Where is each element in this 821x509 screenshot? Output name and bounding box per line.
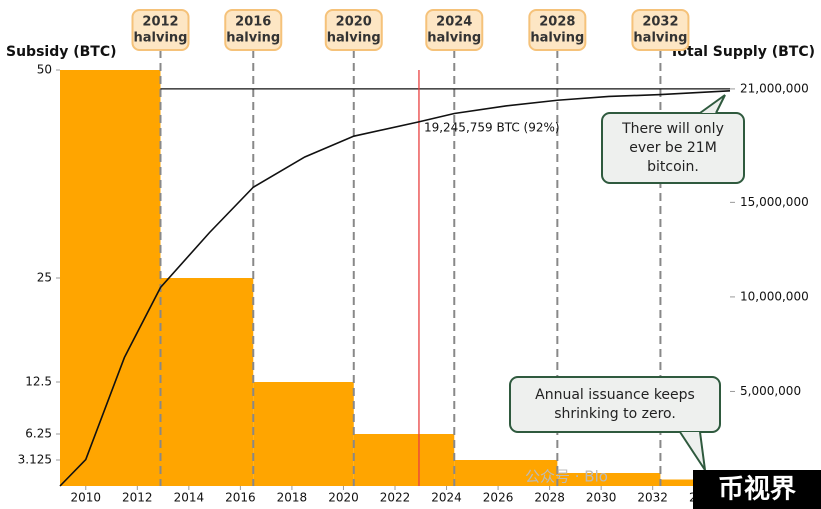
subsidy-bar <box>557 473 661 486</box>
y2-tick-label: 10,000,000 <box>740 289 809 303</box>
halving-text: halving <box>226 31 280 46</box>
halving-box <box>131 9 190 51</box>
y2-tick-label: 21,000,000 <box>740 81 809 95</box>
x-tick-label: 2030 <box>586 491 617 505</box>
halving-text: halving <box>327 31 381 46</box>
badge-text: 币视界 <box>718 475 796 505</box>
callout-tail <box>699 94 726 114</box>
x-tick-label: 2026 <box>483 491 514 505</box>
badge-box <box>693 470 821 509</box>
callout-text: shrinking to zero. <box>554 406 676 422</box>
halving-text: halving <box>633 31 687 46</box>
halving-box <box>528 9 587 51</box>
halving-year: 2012 <box>142 15 178 30</box>
halving-text: halving <box>530 31 584 46</box>
subsidy-bar <box>253 382 354 486</box>
callout-text: ever be 21M <box>629 140 717 156</box>
watermark: 公众号 · Blo <box>525 468 608 486</box>
halving-text: halving <box>427 31 481 46</box>
y-tick-label: 6.25 <box>25 427 52 441</box>
y-tick-label: 25 <box>37 271 52 285</box>
supply-line <box>59 90 731 487</box>
x-tick-label: 2028 <box>534 491 565 505</box>
y-tick-label: 50 <box>37 63 52 77</box>
x-tick-label: 2032 <box>637 491 668 505</box>
halving-year: 2032 <box>642 15 678 30</box>
x-tick-label: 2018 <box>277 491 308 505</box>
halving-box <box>631 9 690 51</box>
y-tick-label: 12.5 <box>25 375 52 389</box>
x-tick-label: 2022 <box>380 491 411 505</box>
x-tick-label: 2012 <box>122 491 153 505</box>
halving-year: 2028 <box>539 15 575 30</box>
subsidy-bar <box>353 434 455 486</box>
y-tick-label: 3.125 <box>18 453 52 467</box>
halving-year: 2024 <box>436 15 472 30</box>
y2-axis-title: Total Supply (BTC) <box>670 44 815 60</box>
callout-text: Annual issuance keeps <box>535 387 695 403</box>
halving-box <box>425 9 484 51</box>
halving-text: halving <box>134 31 188 46</box>
y2-tick-label: 5,000,000 <box>740 384 801 398</box>
halving-year: 2020 <box>336 15 372 30</box>
x-tick-label: 2020 <box>328 491 359 505</box>
x-tick-label: 2024 <box>431 491 462 505</box>
current-label: 19,245,759 BTC (92%) <box>424 121 560 135</box>
callout-text: There will only <box>621 121 724 137</box>
x-tick-label: 2014 <box>174 491 205 505</box>
subsidy-bar <box>160 278 254 486</box>
halving-box <box>324 9 383 51</box>
subsidy-bar <box>454 460 558 486</box>
x-tick-label: 2016 <box>225 491 256 505</box>
callout-tail <box>679 431 706 471</box>
halving-box <box>224 9 283 51</box>
callout-box <box>601 112 745 184</box>
x-tick-label: 2010 <box>70 491 101 505</box>
subsidy-bar <box>60 70 161 486</box>
callout-box <box>509 376 721 433</box>
y2-tick-label: 15,000,000 <box>740 195 809 209</box>
callout-text: bitcoin. <box>647 159 699 175</box>
halving-year: 2016 <box>235 15 271 30</box>
y-axis-title: Subsidy (BTC) <box>6 44 117 60</box>
